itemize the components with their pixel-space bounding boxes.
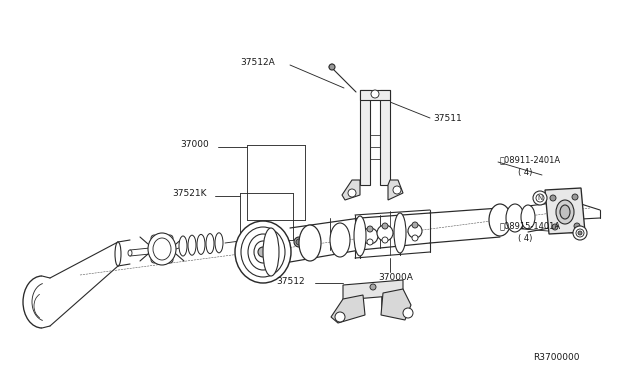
Circle shape [329,64,335,70]
Circle shape [151,235,157,241]
Text: ⓝ08911-2401A: ⓝ08911-2401A [500,155,561,164]
Ellipse shape [254,241,272,263]
Ellipse shape [330,223,350,257]
Text: 37000A: 37000A [378,273,413,282]
Circle shape [393,186,401,194]
Circle shape [576,229,584,237]
Circle shape [371,90,379,98]
Circle shape [382,223,388,229]
Ellipse shape [556,200,574,224]
Polygon shape [380,90,390,185]
Ellipse shape [115,242,121,266]
Circle shape [550,195,556,201]
Ellipse shape [489,204,511,236]
Circle shape [573,226,587,240]
Ellipse shape [128,250,132,256]
Ellipse shape [148,233,176,265]
Text: Ⓨ08915-1401A: Ⓨ08915-1401A [500,221,561,231]
Polygon shape [360,90,390,100]
Circle shape [151,257,157,263]
Polygon shape [381,289,411,320]
Text: ( 4): ( 4) [518,234,532,243]
Circle shape [578,231,582,235]
Ellipse shape [263,228,279,276]
Ellipse shape [506,204,524,232]
Ellipse shape [560,205,570,219]
Circle shape [377,225,393,241]
Circle shape [536,194,544,202]
Ellipse shape [206,234,214,254]
Text: 37000: 37000 [180,140,209,148]
Text: R3700000: R3700000 [534,353,580,362]
Circle shape [335,312,345,322]
Polygon shape [343,280,403,300]
Text: ( 4): ( 4) [518,167,532,176]
Circle shape [294,237,304,247]
Ellipse shape [153,238,171,260]
Polygon shape [331,295,365,323]
Circle shape [370,284,376,290]
Circle shape [403,308,413,318]
Polygon shape [545,188,585,234]
Ellipse shape [394,213,406,253]
Circle shape [348,189,356,197]
Ellipse shape [248,234,278,270]
Ellipse shape [179,236,187,256]
Text: 37512: 37512 [276,278,305,286]
Circle shape [408,224,422,238]
Polygon shape [342,180,360,200]
Text: N: N [538,195,543,201]
Ellipse shape [241,227,285,277]
Circle shape [296,239,302,245]
Circle shape [382,237,388,243]
Text: 37512A: 37512A [240,58,275,67]
Text: 37521K: 37521K [172,189,207,198]
Text: 37511: 37511 [433,113,461,122]
Ellipse shape [299,225,321,261]
Circle shape [158,245,166,253]
Circle shape [412,222,418,228]
Circle shape [552,224,558,230]
Circle shape [572,194,578,200]
Ellipse shape [354,216,366,256]
Circle shape [533,191,547,205]
Ellipse shape [188,235,196,255]
Circle shape [367,239,373,245]
Circle shape [412,235,418,241]
Circle shape [167,257,173,263]
Polygon shape [388,180,403,200]
Circle shape [258,247,268,257]
Ellipse shape [197,234,205,254]
Circle shape [167,235,173,241]
Ellipse shape [521,205,535,229]
Circle shape [362,228,378,244]
Ellipse shape [235,221,291,283]
Circle shape [367,226,373,232]
Polygon shape [360,90,370,185]
Ellipse shape [215,233,223,253]
Circle shape [574,223,580,229]
